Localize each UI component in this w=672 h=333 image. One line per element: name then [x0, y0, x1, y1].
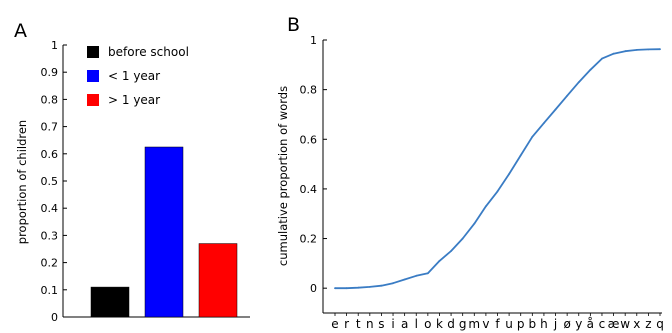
letter-tick-label: t — [356, 317, 361, 331]
panel-a-y-tick-label: 0.7 — [41, 121, 59, 134]
line-point-16 — [519, 154, 522, 157]
cumulative-line — [335, 48, 661, 290]
letter-tick-label: o — [424, 317, 431, 331]
panel-b-ylabel: cumulative proportion of words — [276, 86, 290, 266]
panel-a-y-tick-label: 1 — [51, 39, 58, 52]
line-point-17 — [531, 135, 534, 138]
legend-swatch-0 — [87, 46, 99, 58]
line-point-7 — [415, 274, 418, 277]
line-point-21 — [577, 81, 580, 84]
letter-tick-label: h — [540, 317, 548, 331]
legend-swatch-1 — [87, 70, 99, 82]
letter-tick-label: i — [391, 317, 394, 331]
letter-tick-label: k — [436, 317, 443, 331]
line-point-26 — [635, 49, 638, 51]
line-point-14 — [496, 190, 499, 193]
line-point-10 — [450, 250, 452, 252]
line-point-11 — [461, 237, 464, 240]
panel-b-y-tick-label: 1 — [310, 34, 317, 47]
line-point-8 — [427, 272, 429, 275]
letter-tick-label: g — [459, 317, 467, 331]
panel-a-legend: before school < 1 year > 1 year — [87, 45, 189, 107]
legend-swatch-2 — [87, 94, 99, 106]
bar-2 — [198, 243, 238, 318]
panel-a-y-tick-label: 0.2 — [41, 257, 59, 270]
line-point-13 — [485, 205, 487, 208]
panel-a-y-tick-label: 0.1 — [41, 284, 59, 297]
letter-tick-label: s — [378, 317, 384, 331]
legend-label-2: > 1 year — [108, 93, 160, 107]
letter-tick-label: e — [331, 317, 338, 331]
line-point-24 — [612, 52, 615, 55]
panel-a-axes: 0 0.1 0.2 0.3 0.4 0.5 0.6 0.7 0.8 0.9 1 — [41, 39, 250, 324]
panel-b-label: B — [287, 14, 300, 36]
panel-a-y-tick-label: 0 — [51, 311, 58, 324]
letter-tick-label: z — [645, 317, 651, 331]
letter-tick-label: å — [587, 317, 594, 331]
panel-a-bars — [90, 146, 238, 318]
line-point-15 — [508, 173, 510, 175]
panel-b-line-chart: B cumulative proportion of words 0 0.2 0.4… — [276, 14, 664, 331]
letter-tick-label: l — [415, 317, 418, 331]
line-point-20 — [566, 94, 568, 97]
panel-a-y-tick-label: 0.6 — [41, 148, 59, 161]
panel-b-y-tick-label: 0.8 — [300, 84, 318, 97]
letter-tick-label: n — [366, 317, 374, 331]
panel-b-y-tick-label: 0 — [310, 282, 317, 295]
line-point-25 — [624, 50, 627, 53]
panel-b-y-tick-label: 0.2 — [300, 233, 318, 246]
line-point-4 — [380, 284, 383, 287]
panel-b-y-tick-label: 0.4 — [300, 183, 318, 196]
line-point-12 — [473, 222, 476, 225]
panel-a-y-tick-label: 0.4 — [41, 202, 59, 215]
panel-a-y-tick-label: 0.5 — [41, 175, 59, 188]
letter-tick-label: d — [447, 317, 455, 331]
letter-tick-label: b — [529, 317, 537, 331]
letter-tick-label: p — [517, 317, 525, 331]
panel-b-y-tick-label: 0.6 — [300, 133, 318, 146]
panel-a-y-tick-label: 0.9 — [41, 66, 59, 79]
line-point-27 — [647, 48, 650, 51]
letter-tick-label: a — [401, 317, 408, 331]
line-point-22 — [589, 68, 592, 71]
panel-a-ylabel: proportion of children — [15, 120, 29, 244]
letter-tick-label: f — [495, 317, 500, 331]
letter-tick-label: v — [482, 317, 489, 331]
letter-tick-label: q — [656, 317, 664, 331]
panel-a-label: A — [14, 20, 27, 42]
line-point-28 — [659, 48, 661, 51]
bar-0 — [90, 286, 130, 318]
letter-tick-label: y — [575, 317, 582, 331]
panel-a-y-tick-label: 0.8 — [41, 93, 59, 106]
letter-tick-label: m — [468, 317, 480, 331]
line-point-5 — [392, 282, 394, 285]
line-point-3 — [368, 286, 371, 288]
panel-a-y-tick-label: 0.3 — [41, 229, 59, 242]
letter-tick-label: j — [553, 317, 557, 331]
line-point-9 — [438, 260, 441, 262]
line-point-6 — [403, 278, 406, 281]
bar-1 — [144, 146, 184, 318]
panel-b-axes: 0 0.2 0.4 0.6 0.8 1 — [300, 34, 662, 314]
letter-tick-label: r — [344, 317, 349, 331]
line-point-19 — [554, 108, 557, 111]
letter-tick-label: u — [505, 317, 513, 331]
line-point-2 — [357, 286, 360, 289]
line-point-18 — [543, 122, 545, 124]
panel-b-line — [334, 48, 661, 290]
line-point-1 — [345, 287, 348, 290]
panel-a-bar-chart: A proportion of children 0 0.1 0.2 0.3 0.4 0.… — [14, 20, 250, 324]
legend-label-0: before school — [108, 45, 189, 59]
letter-tick-label: w — [620, 317, 630, 331]
letter-tick-label: ø — [563, 317, 570, 331]
line-point-23 — [601, 57, 603, 60]
letter-tick-label: æ — [608, 317, 620, 331]
line-point-0 — [334, 287, 336, 290]
letter-tick-label: x — [633, 317, 640, 331]
letter-tick-label: c — [599, 317, 606, 331]
legend-label-1: < 1 year — [108, 69, 160, 83]
